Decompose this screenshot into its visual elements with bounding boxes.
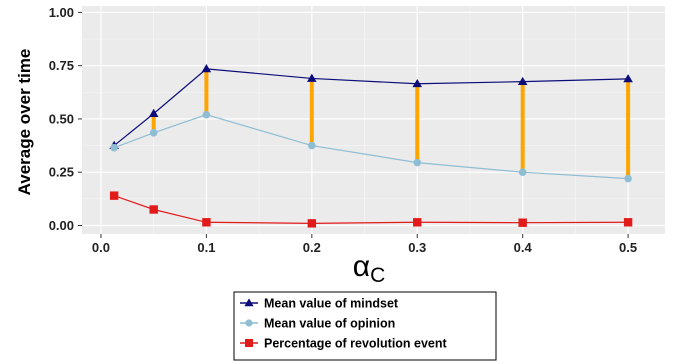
series-0-point: [623, 74, 633, 83]
series-2-point: [307, 219, 317, 228]
x-tick-label: 0.0: [92, 240, 110, 255]
legend-marker-0: [244, 298, 254, 307]
series-1-point: [308, 141, 316, 150]
series-2-point: [623, 218, 633, 227]
y-tick-label: 0.75: [49, 58, 74, 73]
x-axis: 0.0 0.1 0.2 0.3 0.4 0.5: [92, 234, 637, 255]
series-1-point: [413, 158, 422, 167]
x-tick-label: 0.4: [514, 240, 533, 255]
legend-label-2: Percentage of revolution event: [264, 337, 448, 351]
x-axis-title-subscript: C: [370, 264, 385, 287]
series-0-point: [307, 73, 317, 82]
y-tick-label: 0.00: [49, 218, 74, 233]
legend: Mean value of mindset Mean value of opini…: [233, 291, 497, 361]
series-2-point: [149, 205, 158, 214]
series-1-point: [202, 110, 211, 119]
y-tick-label: 0.25: [49, 165, 74, 180]
series-1-point: [110, 143, 118, 152]
x-axis-title: αC: [353, 250, 386, 287]
legend-label-0: Mean value of mindset: [264, 297, 399, 311]
y-tick-label: 0.50: [49, 111, 74, 126]
x-tick-label: 0.3: [408, 240, 426, 255]
x-axis-title-symbol: α: [353, 250, 370, 283]
y-axis-title: Average over time: [15, 49, 34, 196]
series-2-point: [518, 218, 527, 227]
series-markers: [109, 64, 633, 228]
series-2-point: [109, 191, 119, 200]
series-1-point: [624, 174, 632, 183]
series-2-point: [202, 218, 211, 227]
series-0-point: [148, 108, 159, 118]
y-axis: 0.00 0.25 0.50 0.75 1.00: [49, 5, 82, 233]
series-2-point: [413, 218, 422, 227]
x-tick-label: 0.2: [303, 240, 321, 255]
x-tick-label: 0.1: [197, 240, 215, 255]
plot-panel: [82, 6, 665, 234]
x-tick-label: 0.5: [619, 240, 637, 255]
series-1-point: [149, 128, 158, 137]
series-0-point: [517, 76, 528, 86]
series-0-point: [201, 64, 212, 73]
legend-marker-2: [245, 339, 253, 347]
legend-box: [233, 291, 497, 361]
legend-marker-1: [245, 319, 253, 327]
series-1-point: [518, 168, 527, 177]
y-tick-label: 1.00: [49, 5, 74, 20]
series-0-point: [412, 78, 423, 88]
legend-label-1: Mean value of opinion: [264, 317, 395, 331]
